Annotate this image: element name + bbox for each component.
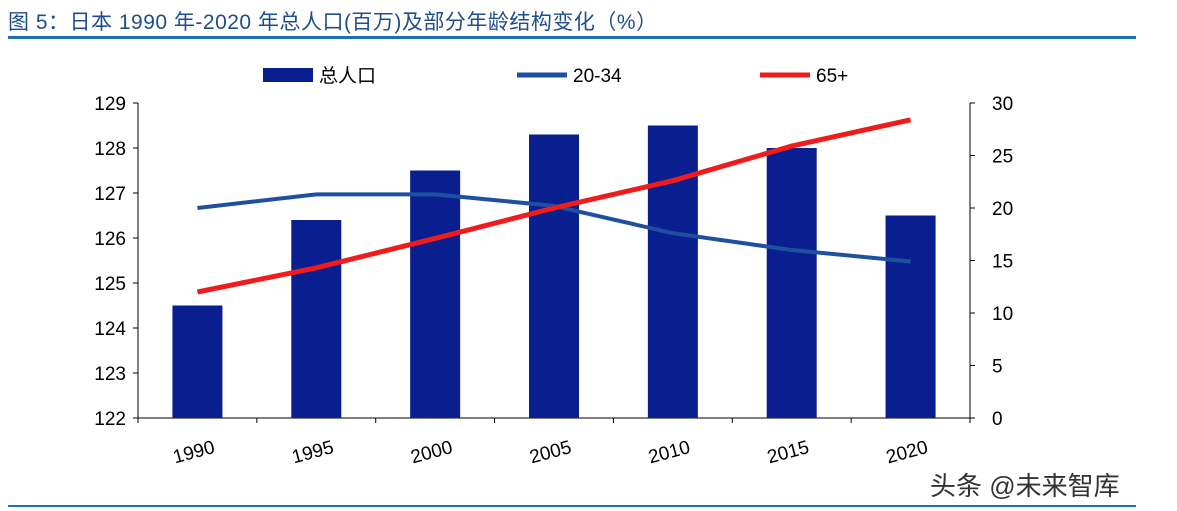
left-tick-label: 123 [94,364,126,385]
legend-label-总人口: 总人口 [319,65,376,87]
bar-2005 [529,134,579,418]
bar-1990 [172,305,223,418]
bar-2020 [885,215,936,418]
right-tick-label: 25 [992,147,1013,168]
bottom-divider [8,505,1136,507]
bar-2010 [647,125,698,418]
right-tick-label: 15 [992,252,1013,273]
left-tick-label: 127 [94,184,126,205]
top-divider [8,36,1136,39]
right-tick-label: 5 [992,357,1003,378]
x-tick-label: 2000 [409,437,455,468]
left-tick-label: 126 [94,229,126,250]
left-tick-label: 128 [94,139,126,160]
legend-label-65+: 65+ [816,66,848,87]
watermark: 头条 @未来智库 [930,471,1120,501]
x-tick-label: 2010 [646,437,692,468]
x-tick-label: 2015 [765,437,811,468]
chart-title: 图 5：日本 1990 年-2020 年总人口(百万)及部分年龄结构变化（%） [8,11,658,34]
x-tick-label: 2020 [884,437,930,468]
left-tick-label: 129 [94,94,126,115]
legend-swatch-总人口 [263,68,313,82]
right-tick-label: 10 [992,304,1013,325]
left-tick-label: 125 [94,274,126,295]
bar-2000 [410,170,461,418]
x-tick-label: 1995 [290,437,336,468]
right-tick-label: 30 [992,94,1013,115]
bar-1995 [291,220,342,418]
left-tick-label: 122 [94,409,126,430]
x-tick-label: 2005 [527,437,573,468]
legend-label-20-34: 20-34 [573,66,622,87]
left-tick-label: 124 [94,319,126,340]
bar-2015 [766,148,817,418]
right-tick-label: 20 [992,199,1013,220]
x-tick-label: 1990 [171,437,217,468]
right-tick-label: 0 [992,409,1003,430]
